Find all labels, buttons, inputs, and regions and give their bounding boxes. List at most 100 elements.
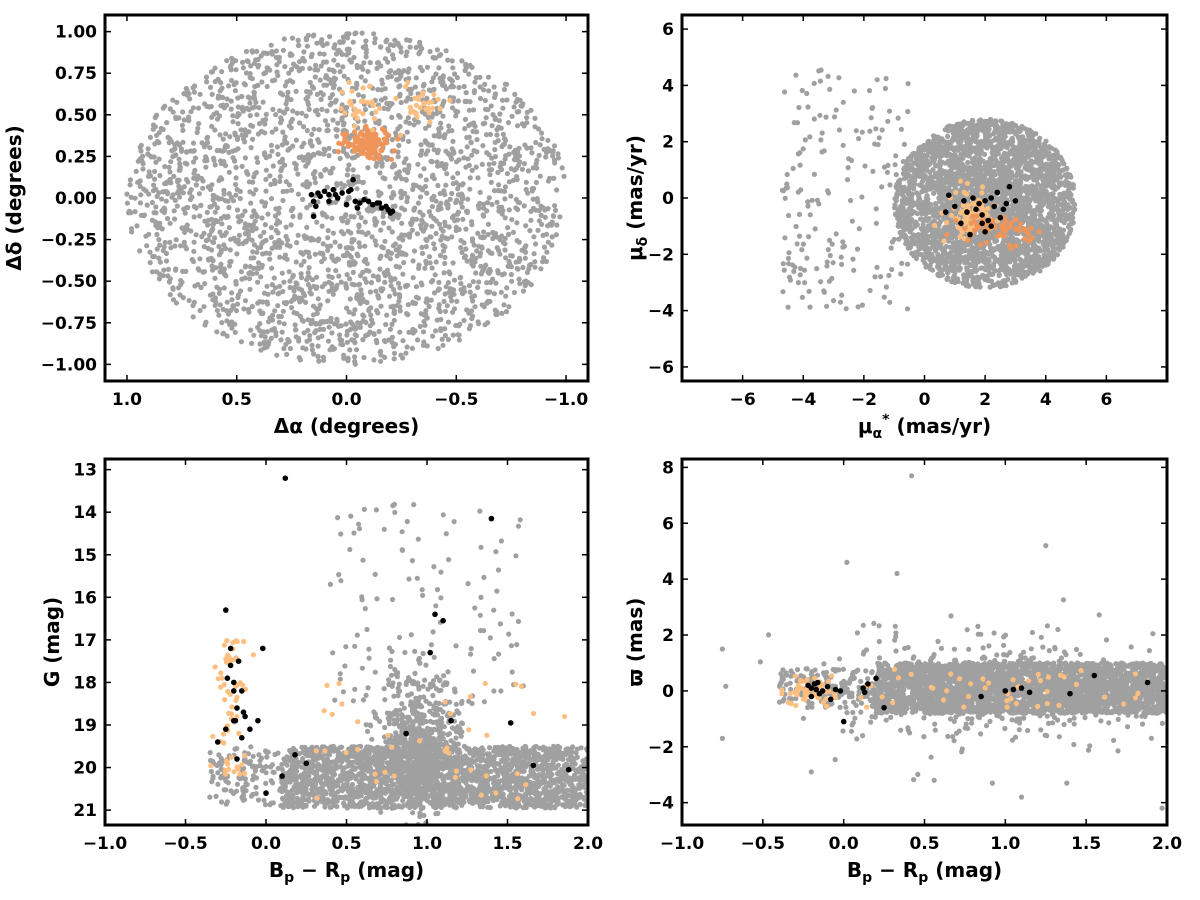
point-field <box>515 206 521 213</box>
point-field <box>201 304 207 310</box>
point-field <box>429 265 435 271</box>
point-field <box>163 198 169 204</box>
point-field <box>1066 230 1072 236</box>
point-field <box>176 142 182 148</box>
point-field <box>275 303 281 309</box>
point-field <box>423 244 429 250</box>
point-field <box>483 115 489 121</box>
point-field <box>141 213 147 219</box>
point-field <box>336 273 342 279</box>
point-field <box>380 175 386 181</box>
point-field <box>467 99 473 105</box>
point-field <box>504 81 510 87</box>
point-field <box>350 167 356 173</box>
point-field <box>307 138 314 144</box>
point-members <box>348 186 354 193</box>
point-field <box>492 147 498 153</box>
point-field <box>258 53 264 59</box>
point-field <box>438 237 444 243</box>
point-field <box>368 312 374 318</box>
point-field <box>487 172 493 178</box>
point-field <box>442 254 448 260</box>
point-field <box>347 347 353 353</box>
point-field <box>190 314 196 320</box>
point-field <box>290 143 296 149</box>
point-field <box>171 208 177 214</box>
point-field <box>350 269 356 275</box>
point-field <box>209 263 215 269</box>
point-field <box>216 290 222 296</box>
point-field <box>176 189 182 195</box>
point-orange_light <box>370 127 376 133</box>
point-field <box>360 93 366 99</box>
point-field <box>285 147 291 153</box>
point-field <box>440 113 446 119</box>
point-field <box>368 280 375 286</box>
point-field <box>1037 268 1043 274</box>
point-orange_light <box>420 91 426 98</box>
point-field <box>545 206 551 212</box>
point-field <box>445 150 451 156</box>
point-field <box>481 229 487 235</box>
point-field <box>388 68 394 74</box>
point-field <box>508 193 514 199</box>
point-field <box>404 199 410 205</box>
point-field <box>313 320 319 327</box>
point-field <box>167 106 173 112</box>
point-field <box>274 144 280 150</box>
point-field <box>188 109 194 115</box>
point-field <box>176 194 183 200</box>
point-field <box>236 219 242 225</box>
point-field <box>459 204 465 210</box>
point-field <box>283 101 289 107</box>
point-members <box>326 191 332 198</box>
point-field <box>415 200 421 206</box>
point-field <box>356 240 362 246</box>
point-field <box>166 140 172 146</box>
point-field <box>274 352 280 358</box>
point-field <box>174 99 180 105</box>
point-field <box>367 323 373 329</box>
point-field <box>180 109 186 115</box>
point-field <box>449 128 455 134</box>
point-field <box>214 116 221 122</box>
point-field <box>332 99 338 105</box>
point-field <box>541 244 548 250</box>
point-field <box>301 258 307 264</box>
point-field <box>344 332 350 338</box>
point-field <box>297 295 304 301</box>
point-members <box>350 176 356 183</box>
point-field <box>190 105 196 111</box>
point-field <box>553 232 560 238</box>
point-field <box>557 214 563 220</box>
point-field <box>366 308 372 314</box>
point-field <box>486 161 492 167</box>
point-field <box>417 194 424 200</box>
point-field <box>190 140 197 146</box>
point-field <box>295 42 302 49</box>
point-field <box>210 239 216 245</box>
point-field <box>419 67 425 74</box>
point-field <box>438 52 444 58</box>
point-field <box>282 137 288 143</box>
point-field <box>183 149 189 155</box>
point-field <box>318 96 324 102</box>
point-field <box>485 74 492 80</box>
point-field <box>195 173 201 179</box>
point-orange_light <box>342 110 348 116</box>
point-field <box>261 290 268 296</box>
point-field <box>403 283 409 289</box>
point-field <box>295 37 301 44</box>
point-field <box>442 291 448 297</box>
point-orange_light <box>407 104 413 110</box>
point-field <box>205 237 211 243</box>
point-field <box>127 182 133 188</box>
x-tick-label: 0.0 <box>331 390 361 410</box>
point-field <box>181 239 187 245</box>
point-members <box>352 198 359 205</box>
point-field <box>223 131 229 137</box>
point-field <box>357 324 363 330</box>
point-field <box>246 309 252 315</box>
point-field <box>392 213 398 219</box>
point-field <box>544 146 551 152</box>
